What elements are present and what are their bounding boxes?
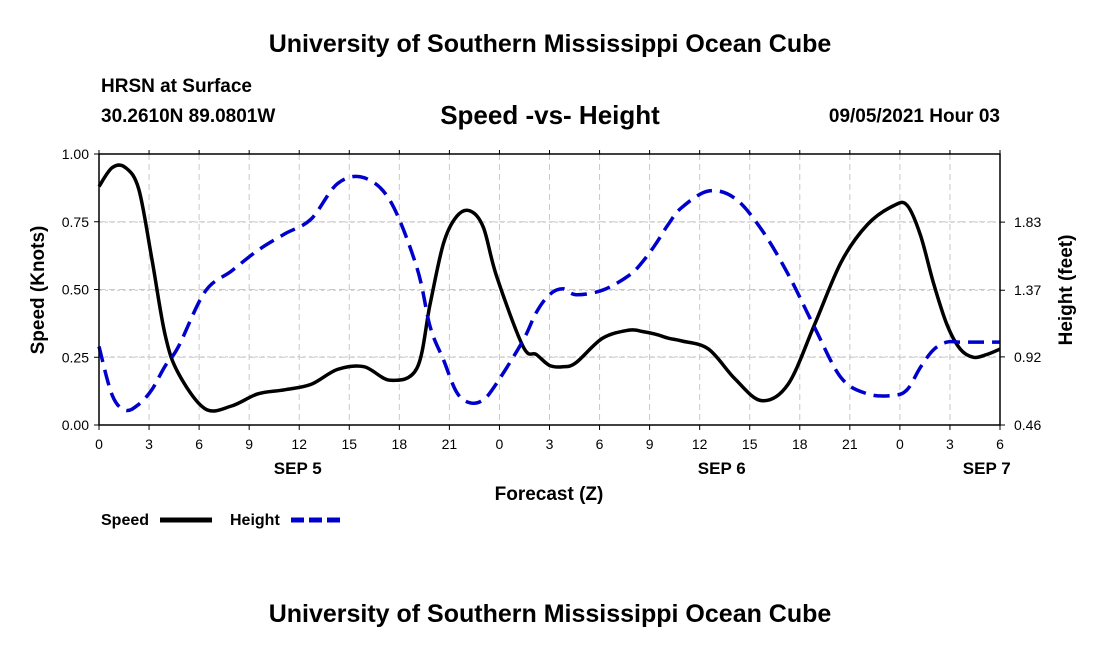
datetime-label: 09/05/2021 Hour 03 [828,106,1000,127]
station-label: HRSN at Surface [101,76,252,97]
x-tick-label: 15 [742,436,758,452]
x-tick-label: 6 [195,436,203,452]
day-label: SEP 5 [274,459,322,478]
x-tick-label: 3 [145,436,153,452]
x-tick-label: 12 [692,436,708,452]
day-label: SEP 7 [963,459,1011,478]
y-tick-label: 0.00 [62,417,89,433]
axes: 0 3 6 9 12 15 18 21 0 3 6 9 12 15 18 21 0 3 6 0.00 0.25 0.50 0… [62,146,1042,478]
y-tick-label: 1.00 [62,146,89,162]
x-tick-label: 6 [596,436,604,452]
y2-axis-label: Height (feet) [1056,235,1077,346]
x-tick-label: 0 [496,436,504,452]
x-tick-label: 18 [792,436,808,452]
y-tick-label: 0.50 [62,282,89,298]
x-tick-label: 3 [946,436,954,452]
day-label: SEP 6 [698,459,746,478]
y2-tick-label: 1.37 [1014,282,1041,298]
x-axis-label: Forecast (Z) [495,484,604,505]
page-title-bottom: University of Southern Mississippi Ocean… [268,600,832,628]
y2-tick-label: 0.46 [1014,417,1041,433]
x-tick-label: 0 [95,436,103,452]
legend-label-height: Height [230,512,280,529]
x-tick-label: 6 [996,436,1004,452]
x-tick-label: 9 [646,436,654,452]
x-tick-label: 9 [245,436,253,452]
location-label: 30.2610N 89.0801W [101,106,276,127]
x-tick-label: 21 [842,436,858,452]
speed-height-chart: 0 3 6 9 12 15 18 21 0 3 6 9 12 15 18 21 0 3 6 0.00 0.25 0.50 0… [28,146,1077,529]
series-layer [97,163,1001,413]
series-line-height [97,174,1000,413]
page-title-top: University of Southern Mississippi Ocean… [268,30,832,58]
x-tick-label: 21 [442,436,458,452]
legend-label-speed: Speed [101,512,149,529]
y-axis-label: Speed (Knots) [28,226,49,355]
x-tick-label: 18 [392,436,408,452]
y-tick-label: 0.75 [62,214,89,230]
grid [99,154,1000,426]
legend: Speed Height [101,512,343,529]
x-tick-label: 12 [291,436,307,452]
x-tick-label: 15 [341,436,357,452]
chart-title: Speed -vs- Height [440,100,660,130]
y2-tick-label: 0.92 [1014,349,1041,365]
x-tick-label: 3 [546,436,554,452]
y2-tick-label: 1.83 [1014,214,1041,230]
y-tick-label: 0.25 [62,349,89,365]
x-tick-label: 0 [896,436,904,452]
series-line-speed [97,163,1001,413]
